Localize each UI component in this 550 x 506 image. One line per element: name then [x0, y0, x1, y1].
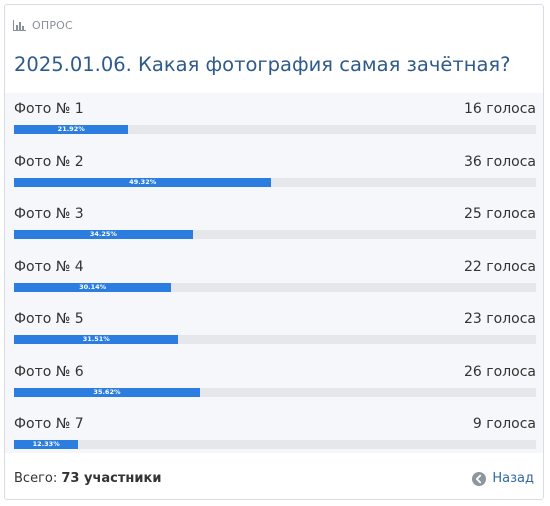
option-votes: 26 голоса [464, 363, 536, 380]
option-percent: 35.62% [93, 387, 121, 396]
back-link[interactable]: Назад [472, 471, 534, 486]
total-value: 73 участники [61, 471, 162, 486]
option-votes: 25 голоса [464, 206, 536, 222]
option-bar-fill: 34.25% [14, 230, 193, 239]
poll-widget: ОПРОС 2025.01.06. Какая фотография самая… [4, 4, 544, 500]
option-bar-fill: 30.14% [14, 282, 172, 292]
option-percent: 12.33% [32, 440, 60, 448]
option-bar-track: 49.32% [14, 177, 536, 187]
option-votes: 16 голоса [464, 101, 536, 117]
option-votes: 36 голоса [464, 153, 536, 170]
option-bar-fill: 12.33% [14, 440, 79, 449]
option-label: Фото № 5 [14, 311, 84, 327]
option-votes: 23 голоса [464, 311, 536, 327]
bar-chart-icon [13, 20, 26, 31]
option-bar-fill: 21.92% [14, 125, 129, 134]
option-bar-fill: 31.51% [14, 335, 179, 344]
option-bar-track: 30.14% [14, 282, 536, 292]
option-label: Фото № 4 [14, 258, 84, 275]
poll-header-label: ОПРОС [32, 19, 73, 32]
option-bar-track: 31.51% [14, 335, 536, 344]
option-label: Фото № 7 [14, 416, 84, 432]
poll-option-1[interactable]: Фото № 1 16 голоса 21.92% [14, 93, 536, 137]
poll-title: 2025.01.06. Какая фотография самая зачёт… [14, 53, 511, 76]
back-link-label: Назад [492, 471, 534, 486]
option-percent: 31.51% [82, 335, 110, 343]
poll-option-5[interactable]: Фото № 5 23 голоса 31.51% [14, 303, 536, 347]
option-percent: 34.25% [89, 230, 117, 238]
option-label: Фото № 2 [14, 153, 84, 170]
option-percent: 21.92% [57, 125, 85, 133]
option-bar-track: 34.25% [14, 230, 536, 239]
option-bar-fill: 49.32% [14, 177, 272, 187]
option-label: Фото № 1 [14, 101, 84, 117]
option-votes: 22 голоса [464, 258, 536, 275]
poll-option-6[interactable]: Фото № 6 26 голоса 35.62% [14, 356, 536, 400]
poll-options: Фото № 1 16 голоса 21.92% Фото № 2 36 го… [5, 93, 543, 453]
option-bar-track: 35.62% [14, 387, 536, 397]
total-participants: Всего: 73 участники [14, 471, 161, 486]
option-bar-track: 12.33% [14, 440, 536, 449]
option-label: Фото № 3 [14, 206, 84, 222]
poll-header: ОПРОС [13, 19, 73, 32]
option-percent: 49.32% [129, 177, 157, 186]
arrow-left-circle-icon [472, 471, 487, 486]
option-percent: 30.14% [79, 282, 107, 291]
option-bar-fill: 35.62% [14, 387, 200, 397]
option-bar-track: 21.92% [14, 125, 536, 134]
poll-option-7[interactable]: Фото № 7 9 голоса 12.33% [14, 408, 536, 452]
poll-footer: Всего: 73 участники Назад [14, 469, 534, 489]
total-prefix: Всего: [14, 471, 58, 486]
option-votes: 9 голоса [472, 416, 536, 432]
option-label: Фото № 6 [14, 363, 84, 380]
poll-option-4[interactable]: Фото № 4 22 голоса 30.14% [14, 251, 536, 295]
poll-option-3[interactable]: Фото № 3 25 голоса 34.25% [14, 198, 536, 242]
poll-option-2[interactable]: Фото № 2 36 голоса 49.32% [14, 146, 536, 190]
